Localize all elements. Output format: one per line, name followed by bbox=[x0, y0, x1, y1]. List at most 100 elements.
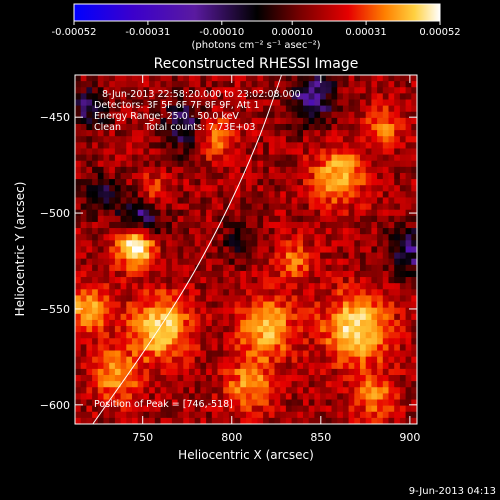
heatmap-cell bbox=[194, 130, 201, 137]
heatmap-cell bbox=[103, 81, 110, 88]
heatmap-cell bbox=[274, 283, 281, 290]
heatmap-cell bbox=[211, 148, 219, 156]
heatmap-cell bbox=[114, 234, 122, 241]
heatmap-cell bbox=[280, 172, 287, 180]
heatmap-cell bbox=[371, 172, 378, 180]
heatmap-cell bbox=[337, 277, 344, 284]
heatmap-cell bbox=[183, 203, 190, 211]
heatmap-cell bbox=[377, 356, 384, 364]
heatmap-cell bbox=[382, 313, 390, 321]
heatmap-cell bbox=[348, 154, 355, 162]
heatmap-cell bbox=[171, 405, 179, 413]
heatmap-cell bbox=[394, 387, 401, 394]
heatmap-cell bbox=[365, 332, 372, 339]
heatmap-cell bbox=[303, 117, 310, 125]
heatmap-cell bbox=[411, 252, 417, 260]
heatmap-cell bbox=[126, 172, 133, 180]
heatmap-cell bbox=[371, 411, 378, 419]
heatmap-cell bbox=[114, 93, 122, 101]
heatmap-cell bbox=[120, 81, 127, 88]
x-tick-label: 850 bbox=[310, 431, 331, 444]
heatmap-cell bbox=[342, 111, 350, 119]
heatmap-cell bbox=[109, 368, 116, 376]
heatmap-cell bbox=[194, 344, 201, 352]
heatmap-cell bbox=[263, 81, 270, 88]
heatmap-cell bbox=[92, 191, 99, 199]
heatmap-cell bbox=[200, 209, 207, 217]
heatmap-cell bbox=[394, 307, 401, 315]
heatmap-cell bbox=[314, 93, 321, 101]
heatmap-cell bbox=[382, 105, 390, 113]
heatmap-cell bbox=[120, 277, 127, 284]
heatmap-cell bbox=[86, 154, 93, 162]
heatmap-cell bbox=[411, 405, 417, 413]
heatmap-cell bbox=[251, 93, 258, 101]
heatmap-cell bbox=[143, 246, 150, 254]
heatmap-cell bbox=[97, 313, 105, 321]
heatmap-cell bbox=[171, 393, 179, 401]
heatmap-cell bbox=[149, 375, 156, 382]
heatmap-cell bbox=[280, 301, 287, 309]
heatmap-cell bbox=[160, 319, 167, 327]
heatmap-cell bbox=[314, 81, 321, 88]
heatmap-cell bbox=[308, 301, 315, 309]
heatmap-cell bbox=[132, 209, 139, 217]
colorbar-tick-label: 0.00031 bbox=[345, 27, 386, 38]
heatmap-cell bbox=[126, 344, 133, 352]
heatmap-cell bbox=[223, 344, 230, 352]
heatmap-cell bbox=[405, 172, 412, 180]
heatmap-cell bbox=[160, 405, 167, 413]
heatmap-cell bbox=[394, 375, 401, 382]
heatmap-cell bbox=[223, 326, 230, 333]
heatmap-cell bbox=[297, 228, 304, 235]
heatmap-cell bbox=[86, 375, 93, 382]
x-axis-ticks: 750 800 850 900 bbox=[132, 75, 420, 444]
heatmap-cell bbox=[365, 105, 372, 113]
heatmap-cell bbox=[211, 185, 219, 192]
heatmap-cell bbox=[303, 356, 310, 364]
heatmap-cell bbox=[194, 411, 201, 419]
heatmap-cell bbox=[337, 148, 344, 156]
heatmap-cell bbox=[399, 117, 407, 125]
heatmap-cell bbox=[154, 411, 162, 419]
heatmap-cell bbox=[399, 228, 407, 235]
heatmap-cell bbox=[377, 362, 384, 370]
heatmap-cell bbox=[126, 75, 133, 82]
heatmap-cell bbox=[80, 356, 87, 364]
heatmap-cell bbox=[348, 252, 355, 260]
heatmap-cell bbox=[342, 246, 350, 254]
heatmap-cell bbox=[348, 93, 355, 101]
heatmap-cell bbox=[126, 240, 133, 248]
heatmap-cell bbox=[75, 326, 82, 333]
heatmap-cell bbox=[126, 234, 133, 241]
heatmap-cell bbox=[86, 179, 93, 186]
heatmap-cell bbox=[405, 191, 412, 199]
heatmap-cell bbox=[80, 191, 87, 199]
heatmap-cell bbox=[217, 154, 224, 162]
heatmap-cell bbox=[377, 123, 384, 131]
heatmap-cell bbox=[377, 344, 384, 352]
heatmap-cell bbox=[285, 75, 293, 82]
heatmap-cell bbox=[143, 105, 150, 113]
heatmap-cell bbox=[126, 399, 133, 407]
heatmap-cell bbox=[114, 301, 122, 309]
heatmap-cell bbox=[137, 319, 144, 327]
heatmap-cell bbox=[75, 399, 82, 407]
heatmap-cell bbox=[337, 136, 344, 143]
heatmap-cell bbox=[166, 258, 173, 266]
heatmap-cell bbox=[114, 319, 122, 327]
heatmap-cell bbox=[354, 197, 361, 205]
heatmap-cell bbox=[325, 154, 333, 162]
heatmap-cell bbox=[388, 191, 395, 199]
heatmap-cell bbox=[331, 411, 338, 419]
heatmap-cell bbox=[217, 362, 224, 370]
heatmap-cell bbox=[120, 258, 127, 266]
heatmap-cell bbox=[360, 319, 367, 327]
heatmap-cell bbox=[365, 319, 372, 327]
heatmap-cell bbox=[377, 270, 384, 278]
heatmap-cell bbox=[320, 381, 327, 388]
heatmap-cell bbox=[411, 191, 417, 199]
heatmap-cell bbox=[177, 350, 184, 358]
heatmap-cell bbox=[120, 105, 127, 113]
heatmap-cell bbox=[160, 252, 167, 260]
